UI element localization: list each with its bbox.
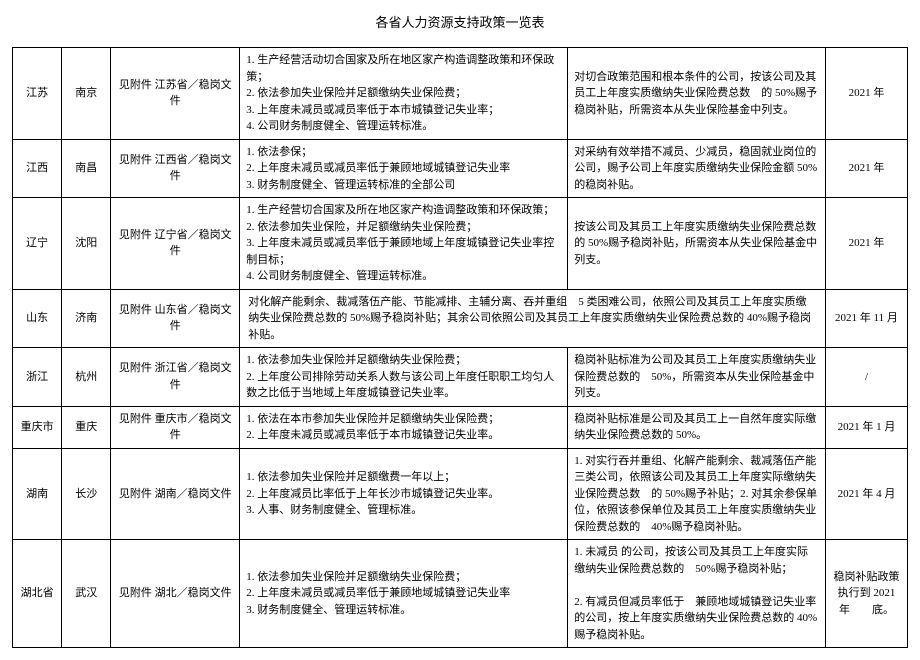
cell-province: 浙江 xyxy=(13,348,62,407)
condition-item: 3. 人事、财务制度健全、管理标准。 xyxy=(246,502,561,519)
cell-year: 稳岗补贴政策执行到 2021 年 底。 xyxy=(825,540,907,648)
policy-table: 江苏南京见附件 江苏省／稳岗文件1. 生产经营活动切合国家及所在地区家产构造调整… xyxy=(12,47,908,648)
cell-merged-policy: 对化解产能剩余、裁减落伍产能、节能减排、主辅分离、吞并重组 5 类困难公司，依照… xyxy=(240,289,826,348)
condition-item: 1. 依法参加失业保险并足额缴费一年以上； xyxy=(246,469,561,486)
table-row: 山东济南见附件 山东省／稳岗文件对化解产能剩余、裁减落伍产能、节能减排、主辅分离… xyxy=(13,289,908,348)
table-row: 湖南长沙见附件 湖南／稳岗文件1. 依法参加失业保险并足额缴费一年以上；2. 上… xyxy=(13,448,908,540)
cell-province: 湖南 xyxy=(13,448,62,540)
cell-attachment: 见附件 辽宁省／稳岗文件 xyxy=(111,198,240,290)
condition-item: 2. 依法参加失业保险并足额缴纳失业保险费； xyxy=(246,85,561,102)
cell-year: 2021 年 xyxy=(825,48,907,140)
cell-year: 2021 年 11 月 xyxy=(825,289,907,348)
condition-item: 1. 生产经营切合国家及所在地区家产构造调整政策和环保政策； xyxy=(246,202,561,219)
cell-province: 江西 xyxy=(13,139,62,198)
cell-conditions: 1. 依法参加失业保险并足额缴费一年以上；2. 上年度减员比率低于上年长沙市城镇… xyxy=(240,448,568,540)
cell-year: 2021 年 xyxy=(825,139,907,198)
condition-item: 1. 依法参加失业保险并足额缴纳失业保险费； xyxy=(246,352,561,369)
condition-item: 3. 上年度未减员或减员率低于兼顾地域上年度城镇登记失业率控制目标； xyxy=(246,235,561,268)
cell-city: 武汉 xyxy=(62,540,111,648)
cell-conditions: 1. 生产经营切合国家及所在地区家产构造调整政策和环保政策；2. 依法参加失业保… xyxy=(240,198,568,290)
cell-attachment: 见附件 山东省／稳岗文件 xyxy=(111,289,240,348)
cell-attachment: 见附件 湖南／稳岗文件 xyxy=(111,448,240,540)
condition-item: 3. 财务制度健全、管理运转标准的全部公司 xyxy=(246,177,561,194)
cell-conditions: 1. 生产经营活动切合国家及所在地区家产构造调整政策和环保政策；2. 依法参加失… xyxy=(240,48,568,140)
cell-city: 济南 xyxy=(62,289,111,348)
cell-province: 山东 xyxy=(13,289,62,348)
condition-item: 3. 上年度未减员或减员率低于本市城镇登记失业率； xyxy=(246,102,561,119)
condition-item: 1. 生产经营活动切合国家及所在地区家产构造调整政策和环保政策； xyxy=(246,52,561,85)
table-row: 辽宁沈阳见附件 辽宁省／稳岗文件1. 生产经营切合国家及所在地区家产构造调整政策… xyxy=(13,198,908,290)
cell-year: 2021 年 1 月 xyxy=(825,406,907,448)
condition-item: 2. 上年度未减员或减员率低于兼顾地域城镇登记失业率 xyxy=(246,585,561,602)
condition-item: 1. 依法参保； xyxy=(246,144,561,161)
condition-item: 2. 依法参加失业保险，并足额缴纳失业保险费； xyxy=(246,219,561,236)
cell-subsidy: 1. 未减员 的公司，按该公司及其员工上年度实际缴纳失业保险费总数的 50%赐予… xyxy=(568,540,826,648)
cell-conditions: 1. 依法参加失业保险并足额缴纳失业保险费；2. 上年度公司排除劳动关系人数与该… xyxy=(240,348,568,407)
cell-attachment: 见附件 重庆市／稳岗文件 xyxy=(111,406,240,448)
condition-item: 1. 依法在本市参加失业保险并足额缴纳失业保险费； xyxy=(246,411,561,428)
table-row: 湖北省武汉见附件 湖北／稳岗文件1. 依法参加失业保险并足额缴纳失业保险费；2.… xyxy=(13,540,908,648)
condition-item: 2. 上年度减员比率低于上年长沙市城镇登记失业率。 xyxy=(246,486,561,503)
condition-item: 2. 上年度未减员或减员率低于兼顾地域城镇登记失业率 xyxy=(246,160,561,177)
cell-city: 沈阳 xyxy=(62,198,111,290)
table-row: 重庆市重庆见附件 重庆市／稳岗文件1. 依法在本市参加失业保险并足额缴纳失业保险… xyxy=(13,406,908,448)
cell-year: / xyxy=(825,348,907,407)
cell-province: 湖北省 xyxy=(13,540,62,648)
cell-attachment: 见附件 浙江省／稳岗文件 xyxy=(111,348,240,407)
cell-year: 2021 年 4 月 xyxy=(825,448,907,540)
table-row: 江西南昌见附件 江西省／稳岗文件1. 依法参保；2. 上年度未减员或减员率低于兼… xyxy=(13,139,908,198)
cell-attachment: 见附件 江西省／稳岗文件 xyxy=(111,139,240,198)
page-title: 各省人力资源支持政策一览表 xyxy=(12,12,908,31)
cell-attachment: 见附件 江苏省／稳岗文件 xyxy=(111,48,240,140)
cell-subsidy: 1. 对实行吞并重组、化解产能剩余、裁减落伍产能三类公司，依照该公司及其员工上年… xyxy=(568,448,826,540)
cell-conditions: 1. 依法参加失业保险并足额缴纳失业保险费；2. 上年度未减员或减员率低于兼顾地… xyxy=(240,540,568,648)
table-row: 浙江杭州见附件 浙江省／稳岗文件1. 依法参加失业保险并足额缴纳失业保险费；2.… xyxy=(13,348,908,407)
cell-city: 重庆 xyxy=(62,406,111,448)
condition-item: 1. 依法参加失业保险并足额缴纳失业保险费； xyxy=(246,569,561,586)
cell-city: 南昌 xyxy=(62,139,111,198)
condition-item: 2. 上年度未减员或减员率低于本市城镇登记失业率。 xyxy=(246,427,561,444)
cell-city: 南京 xyxy=(62,48,111,140)
cell-subsidy: 稳岗补贴标准是公司及其员工上一自然年度实际缴纳失业保险费总数的 50%。 xyxy=(568,406,826,448)
cell-subsidy: 对切合政策范围和根本条件的公司，按该公司及其员工上年度实质缴纳失业保险费总数 的… xyxy=(568,48,826,140)
cell-province: 辽宁 xyxy=(13,198,62,290)
cell-conditions: 1. 依法在本市参加失业保险并足额缴纳失业保险费；2. 上年度未减员或减员率低于… xyxy=(240,406,568,448)
table-row: 江苏南京见附件 江苏省／稳岗文件1. 生产经营活动切合国家及所在地区家产构造调整… xyxy=(13,48,908,140)
condition-item: 4. 公司财务制度健全、管理运转标准。 xyxy=(246,118,561,135)
cell-province: 重庆市 xyxy=(13,406,62,448)
condition-item: 2. 上年度公司排除劳动关系人数与该公司上年度任职职工均匀人数之比低于当地域上年… xyxy=(246,369,561,402)
cell-city: 长沙 xyxy=(62,448,111,540)
cell-year: 2021 年 xyxy=(825,198,907,290)
condition-item: 3. 财务制度健全、管理运转标准。 xyxy=(246,602,561,619)
cell-subsidy: 稳岗补贴标准为公司及其员工上年度实质缴纳失业保险费总数的 50%，所需资本从失业… xyxy=(568,348,826,407)
cell-province: 江苏 xyxy=(13,48,62,140)
cell-city: 杭州 xyxy=(62,348,111,407)
cell-subsidy: 按该公司及其员工上年度实质缴纳失业保险费总数的 50%赐予稳岗补贴，所需资本从失… xyxy=(568,198,826,290)
condition-item: 4. 公司财务制度健全、管理运转标准。 xyxy=(246,268,561,285)
cell-attachment: 见附件 湖北／稳岗文件 xyxy=(111,540,240,648)
cell-conditions: 1. 依法参保；2. 上年度未减员或减员率低于兼顾地域城镇登记失业率3. 财务制… xyxy=(240,139,568,198)
cell-subsidy: 对采纳有效举措不减员、少减员，稳固就业岗位的公司，赐予公司上年度实质缴纳失业保险… xyxy=(568,139,826,198)
